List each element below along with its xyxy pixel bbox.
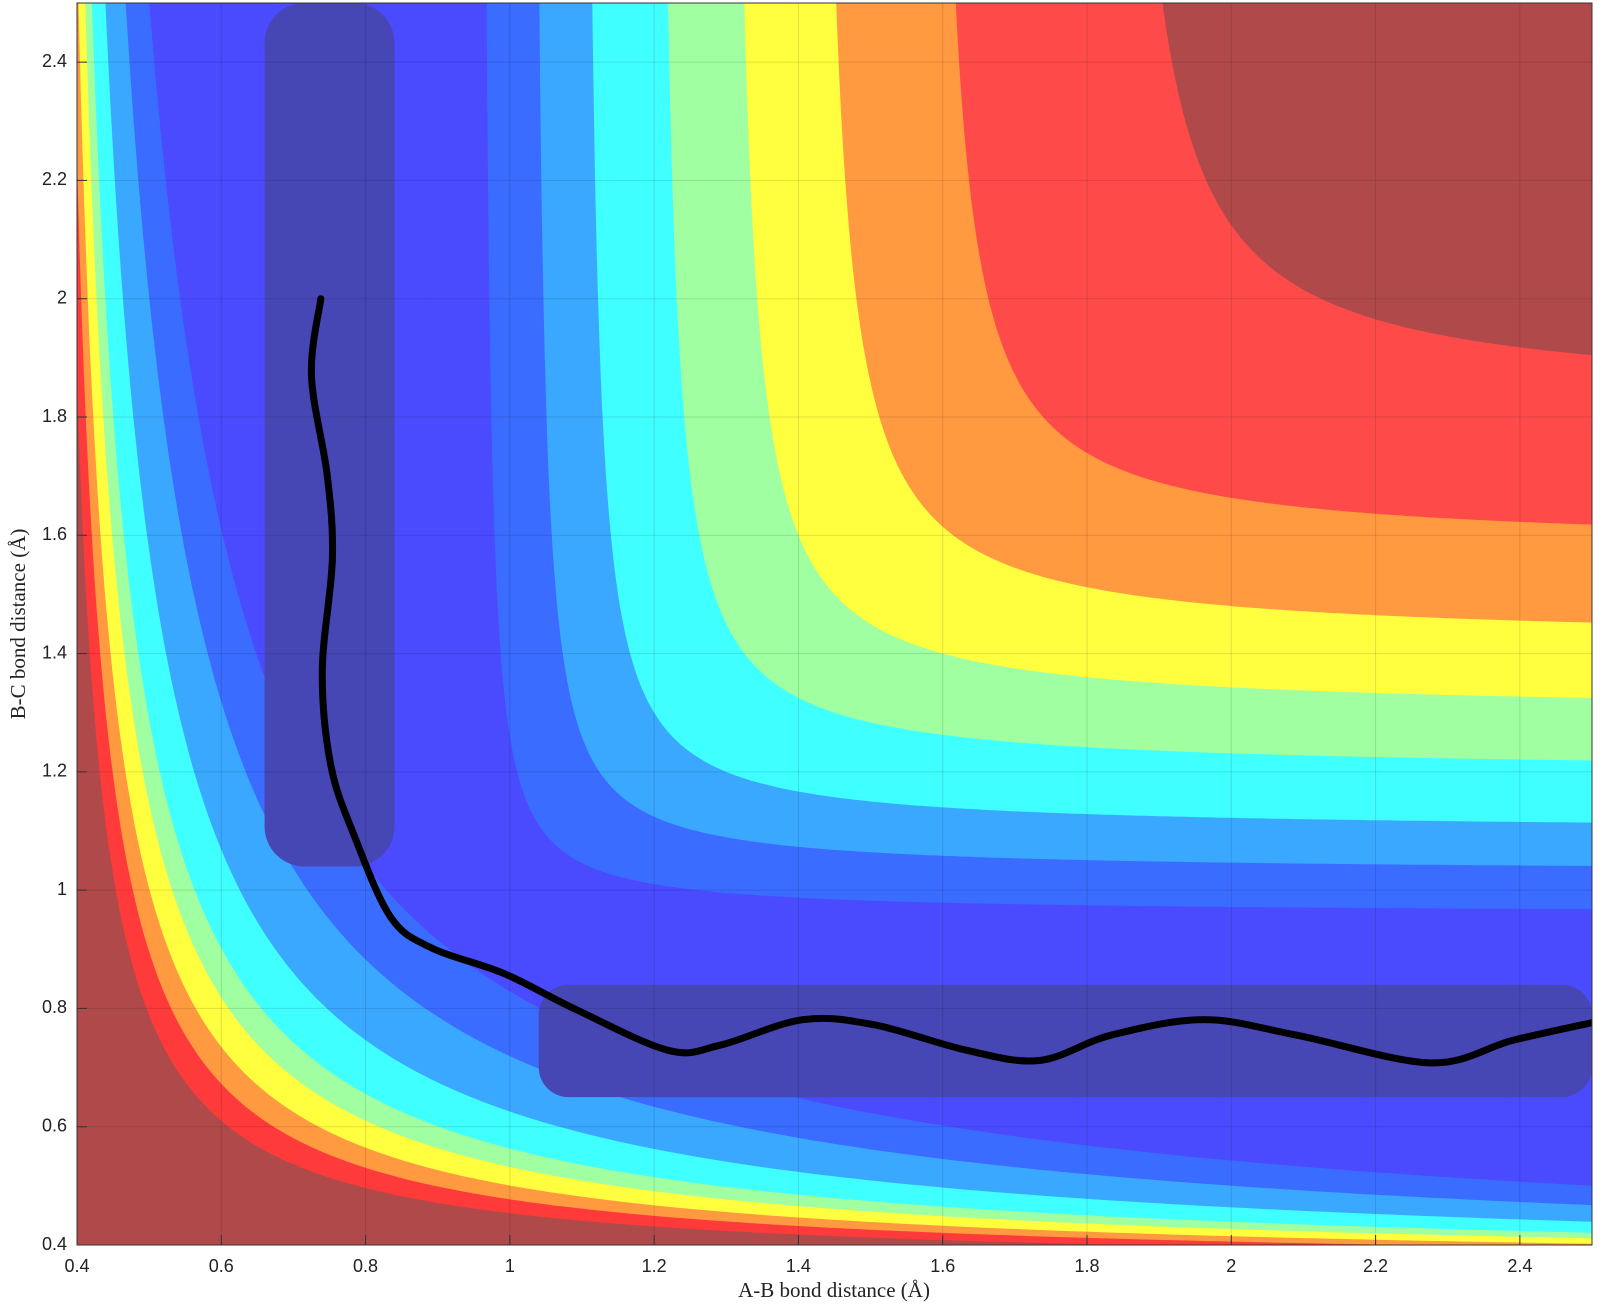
x-tick-label: 2.2 [1363,1256,1388,1276]
x-tick-label: 1.6 [930,1256,955,1276]
x-tick-label: 1.8 [1074,1256,1099,1276]
y-tick-label: 1 [57,879,67,899]
surface-band [1162,3,1592,356]
surface-band [264,3,395,867]
x-tick-label: 0.8 [353,1256,378,1276]
y-tick-label: 2.2 [42,169,67,189]
energy-surface [77,3,1592,1245]
y-axis-label: B-C bond distance (Å) [6,529,30,720]
x-tick-label: 2 [1226,1256,1236,1276]
y-tick-label: 1.4 [42,642,67,662]
x-tick-label: 0.6 [209,1256,234,1276]
x-tick-label: 1 [505,1256,515,1276]
y-tick-label: 1.8 [42,406,67,426]
plot-frame [76,2,1593,1246]
surface-band [538,984,1592,1098]
y-tick-label: 0.4 [42,1234,67,1254]
x-tick-label: 1.4 [786,1256,811,1276]
trajectory [307,295,1592,1067]
plot-overlay [77,3,1592,1245]
x-tick-label: 2.4 [1507,1256,1532,1276]
y-tick-label: 2 [57,287,67,307]
y-tick-label: 1.6 [42,524,67,544]
y-tick-label: 0.6 [42,1115,67,1135]
x-tick-label: 0.4 [64,1256,89,1276]
y-tick-label: 1.2 [42,761,67,781]
x-tick-label: 1.2 [642,1256,667,1276]
x-axis-label: A-B bond distance (Å) [738,1278,930,1302]
y-tick-label: 2.4 [42,51,67,71]
y-tick-label: 0.8 [42,997,67,1017]
